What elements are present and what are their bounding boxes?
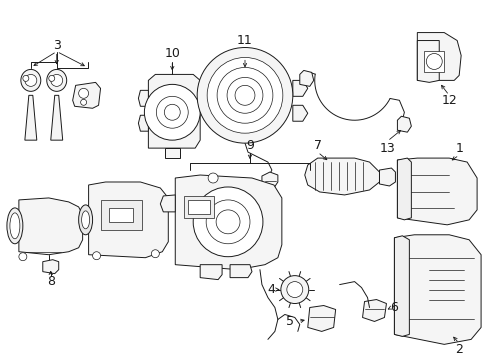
Circle shape — [19, 253, 27, 261]
Polygon shape — [292, 105, 307, 121]
Polygon shape — [397, 116, 410, 132]
Text: 7: 7 — [313, 139, 321, 152]
Circle shape — [49, 75, 55, 81]
Polygon shape — [229, 265, 251, 278]
Circle shape — [206, 200, 249, 244]
Ellipse shape — [81, 211, 89, 229]
Polygon shape — [397, 158, 410, 220]
Polygon shape — [292, 80, 307, 96]
Polygon shape — [379, 168, 395, 186]
Bar — [101, 200, 142, 230]
Ellipse shape — [10, 213, 20, 239]
Ellipse shape — [47, 69, 66, 91]
Bar — [184, 196, 214, 218]
Bar — [188, 200, 210, 214]
Ellipse shape — [21, 69, 41, 91]
Ellipse shape — [7, 208, 23, 244]
Circle shape — [144, 84, 200, 140]
Polygon shape — [73, 82, 101, 108]
Circle shape — [164, 104, 180, 120]
Polygon shape — [299, 71, 313, 86]
Text: 2: 2 — [454, 343, 462, 356]
Circle shape — [207, 58, 282, 133]
Text: 13: 13 — [379, 141, 394, 155]
Polygon shape — [200, 265, 222, 280]
Polygon shape — [42, 260, 59, 274]
Bar — [424, 50, 443, 72]
Circle shape — [81, 99, 86, 105]
Circle shape — [79, 88, 88, 98]
Polygon shape — [148, 75, 200, 148]
Circle shape — [92, 252, 101, 260]
Text: 4: 4 — [266, 283, 274, 296]
Text: 8: 8 — [47, 275, 55, 288]
Circle shape — [151, 250, 159, 258]
Polygon shape — [362, 300, 386, 321]
Polygon shape — [394, 236, 408, 336]
Text: 3: 3 — [53, 39, 61, 52]
Polygon shape — [416, 32, 460, 80]
Circle shape — [23, 75, 29, 81]
Polygon shape — [138, 90, 148, 106]
Ellipse shape — [79, 205, 92, 235]
Circle shape — [51, 75, 62, 86]
Circle shape — [280, 276, 308, 303]
Circle shape — [197, 48, 292, 143]
Text: 12: 12 — [441, 94, 456, 107]
Text: 9: 9 — [245, 139, 253, 152]
Circle shape — [216, 210, 240, 234]
Circle shape — [156, 96, 188, 128]
Circle shape — [235, 85, 254, 105]
Polygon shape — [175, 175, 281, 270]
Circle shape — [286, 282, 302, 298]
Polygon shape — [394, 235, 480, 345]
Polygon shape — [19, 198, 82, 255]
Polygon shape — [51, 95, 62, 140]
Circle shape — [208, 173, 218, 183]
Polygon shape — [165, 148, 180, 158]
Bar — [108, 208, 133, 222]
Polygon shape — [88, 182, 168, 258]
Polygon shape — [304, 158, 379, 195]
Polygon shape — [25, 95, 37, 140]
Text: 6: 6 — [390, 301, 398, 314]
Circle shape — [426, 54, 441, 69]
Polygon shape — [138, 115, 148, 131]
Circle shape — [25, 75, 37, 86]
Polygon shape — [307, 306, 335, 332]
Text: 10: 10 — [164, 47, 180, 60]
Polygon shape — [262, 172, 277, 188]
Polygon shape — [160, 195, 175, 212]
Circle shape — [193, 187, 263, 257]
Circle shape — [226, 77, 263, 113]
Circle shape — [217, 67, 272, 123]
Text: 1: 1 — [454, 141, 462, 155]
Text: 5: 5 — [285, 315, 293, 328]
Text: 11: 11 — [237, 34, 252, 47]
Polygon shape — [416, 41, 438, 82]
Polygon shape — [397, 158, 476, 225]
